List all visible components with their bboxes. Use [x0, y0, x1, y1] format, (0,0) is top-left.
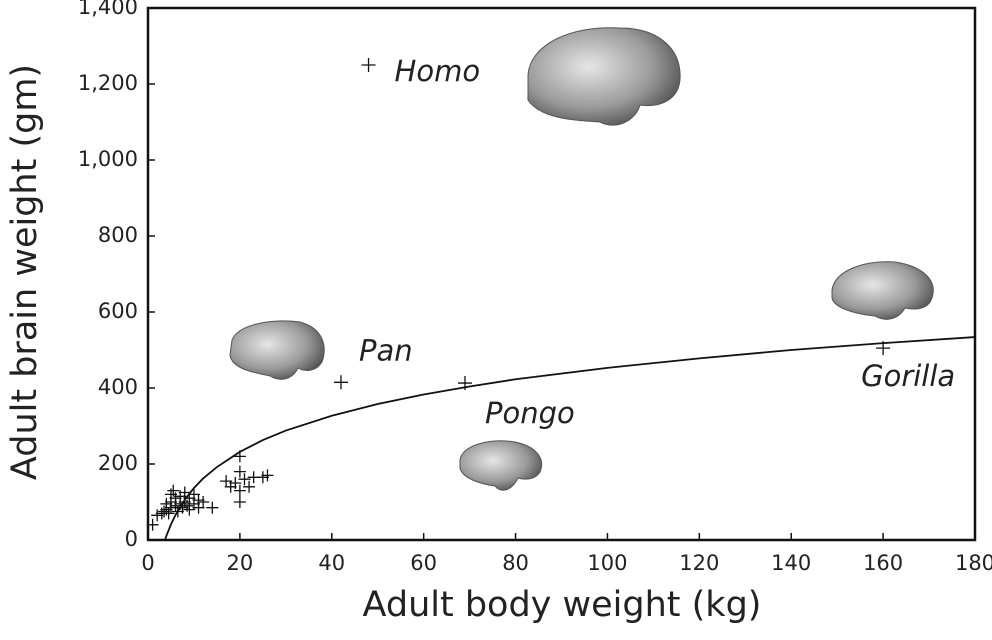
x-tick-label: 60 [410, 551, 437, 575]
point [206, 501, 219, 514]
point [229, 477, 242, 489]
point [233, 496, 246, 508]
fit-curve [164, 336, 976, 541]
brain-image [229, 320, 325, 380]
x-tick-label: 140 [771, 551, 811, 575]
x-tick-label: 120 [679, 551, 719, 575]
x-tick-label: 40 [318, 551, 345, 575]
y-axis-title: Adult brain weight (gm) [5, 64, 45, 480]
x-tick-label: 80 [502, 551, 529, 575]
point [167, 484, 180, 497]
y-tick-label: 200 [98, 451, 138, 475]
plot-frame [146, 6, 977, 542]
point [243, 480, 256, 493]
y-tick-label: 600 [98, 299, 138, 323]
point [162, 507, 175, 520]
annotation: Pongo [485, 396, 575, 430]
x-axis-title: Adult body weight (kg) [363, 585, 762, 625]
y-tick-label: 1,400 [78, 0, 138, 19]
brain-image [527, 27, 681, 126]
point [238, 473, 251, 486]
y-tick-label: 800 [98, 223, 138, 247]
brain-images [229, 27, 934, 491]
annotation: Homo [395, 54, 481, 88]
x-tick-label: 100 [587, 551, 627, 575]
point [146, 518, 159, 531]
y-tick-label: 1,000 [78, 147, 138, 171]
point [876, 341, 891, 356]
y-tick-label: 400 [98, 375, 138, 399]
y-tick-label: 1,200 [78, 71, 138, 95]
point [333, 375, 348, 390]
point [261, 469, 274, 482]
y-tick-label: 0 [125, 527, 138, 551]
annotation: Pan [359, 333, 413, 367]
point [233, 450, 246, 463]
x-tick-label: 160 [863, 551, 903, 575]
point [197, 496, 210, 508]
point [361, 58, 376, 72]
annotation: Gorilla [861, 359, 955, 393]
brain-image [831, 261, 934, 320]
brain-image [459, 440, 542, 491]
point [233, 484, 246, 497]
x-tick-label: 0 [141, 551, 154, 575]
x-tick-label: 20 [227, 551, 254, 575]
point [233, 465, 246, 478]
x-tick-label: 180 [955, 551, 992, 575]
point [458, 376, 473, 391]
